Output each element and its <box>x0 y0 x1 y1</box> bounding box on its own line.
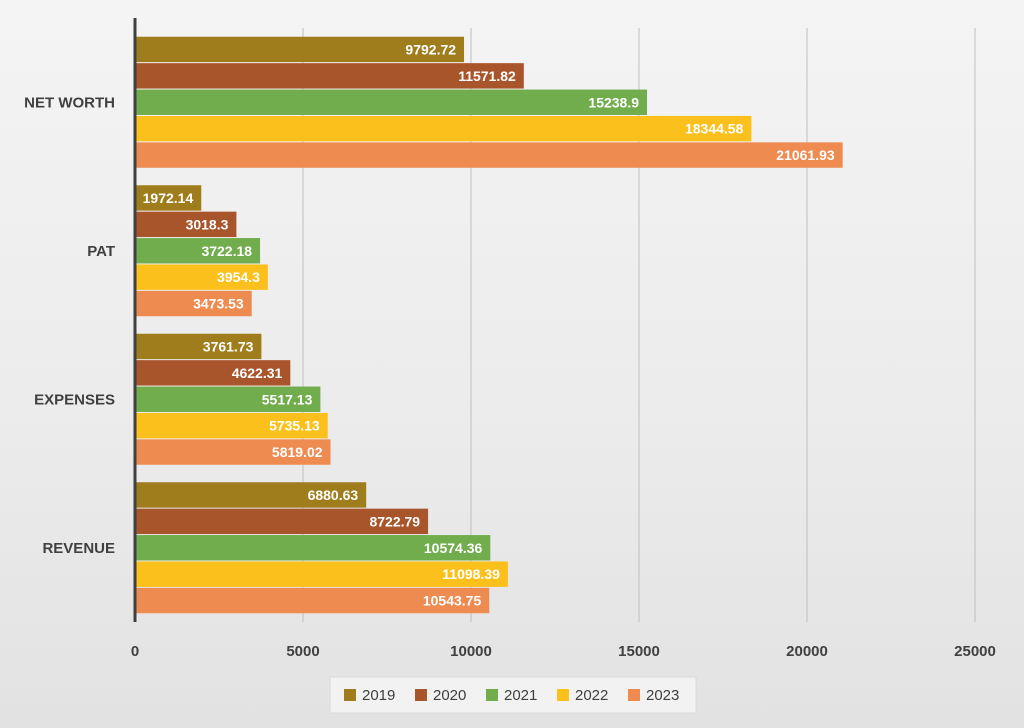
legend-label-2020: 2020 <box>433 687 466 704</box>
data-label-expenses-2022: 5735.13 <box>269 418 320 434</box>
legend-swatch-2021 <box>486 689 498 701</box>
data-label-expenses-2023: 5819.02 <box>272 444 323 460</box>
category-label-pat: PAT <box>87 243 115 260</box>
legend-label-2023: 2023 <box>646 687 679 704</box>
bar-pat-2019 <box>135 185 202 211</box>
x-tick-label-25000: 25000 <box>954 643 996 660</box>
bar-pat-2021 <box>135 238 261 264</box>
bar-revenue-2020 <box>135 508 429 535</box>
data-label-net-worth-2019: 9792.72 <box>405 41 456 57</box>
x-tick-label-20000: 20000 <box>786 643 828 660</box>
data-label-pat-2022: 3954.3 <box>217 269 260 285</box>
bar-expenses-2021 <box>135 386 321 412</box>
bar-pat-2020 <box>135 211 237 238</box>
data-label-revenue-2019: 6880.63 <box>308 487 359 503</box>
legend-swatch-2023 <box>628 689 640 701</box>
data-label-net-worth-2020: 11571.82 <box>458 68 516 84</box>
bar-net-worth-2021 <box>135 89 648 115</box>
legend-swatch-2019 <box>344 689 356 701</box>
data-label-net-worth-2023: 21061.93 <box>776 147 835 163</box>
data-label-expenses-2021: 5517.13 <box>262 391 313 407</box>
bar-expenses-2019 <box>135 333 262 360</box>
bar-net-worth-2022 <box>135 115 752 142</box>
bar-pat-2022 <box>135 264 268 290</box>
x-tick-label-5000: 5000 <box>286 643 319 660</box>
x-tick-label-10000: 10000 <box>450 643 492 660</box>
bar-pat-2023 <box>135 290 252 317</box>
bar-net-worth-2023 <box>135 142 843 168</box>
data-label-expenses-2020: 4622.31 <box>232 365 283 381</box>
data-label-expenses-2019: 3761.73 <box>203 338 254 354</box>
legend-label-2022: 2022 <box>575 687 608 704</box>
data-label-revenue-2021: 10574.36 <box>424 540 483 556</box>
data-label-pat-2019: 1972.14 <box>143 190 194 206</box>
bar-revenue-2023 <box>135 587 490 614</box>
category-label-revenue: REVENUE <box>42 540 115 557</box>
legend-label-2019: 2019 <box>362 687 395 704</box>
data-label-revenue-2020: 8722.79 <box>369 513 420 529</box>
data-label-net-worth-2022: 18344.58 <box>685 121 744 137</box>
data-label-pat-2023: 3473.53 <box>193 296 244 312</box>
data-label-pat-2021: 3722.18 <box>201 243 252 259</box>
data-label-net-worth-2021: 15238.9 <box>588 94 639 110</box>
bar-revenue-2019 <box>135 482 367 508</box>
legend-label-2021: 2021 <box>504 687 537 704</box>
bar-revenue-2021 <box>135 535 491 561</box>
x-tick-label-15000: 15000 <box>618 643 660 660</box>
bar-expenses-2022 <box>135 412 328 439</box>
category-label-expenses: EXPENSES <box>34 391 115 408</box>
bar-expenses-2020 <box>135 360 291 386</box>
bar-net-worth-2019 <box>135 36 465 63</box>
x-tick-label-0: 0 <box>131 643 139 660</box>
data-label-revenue-2023: 10543.75 <box>423 593 482 609</box>
bar-revenue-2022 <box>135 561 508 587</box>
bar-expenses-2023 <box>135 439 331 465</box>
legend-swatch-2022 <box>557 689 569 701</box>
data-label-pat-2020: 3018.3 <box>186 216 229 232</box>
category-label-net-worth: NET WORTH <box>24 94 115 111</box>
legend-swatch-2020 <box>415 689 427 701</box>
bar-net-worth-2020 <box>135 63 524 89</box>
data-label-revenue-2022: 11098.39 <box>442 566 500 582</box>
